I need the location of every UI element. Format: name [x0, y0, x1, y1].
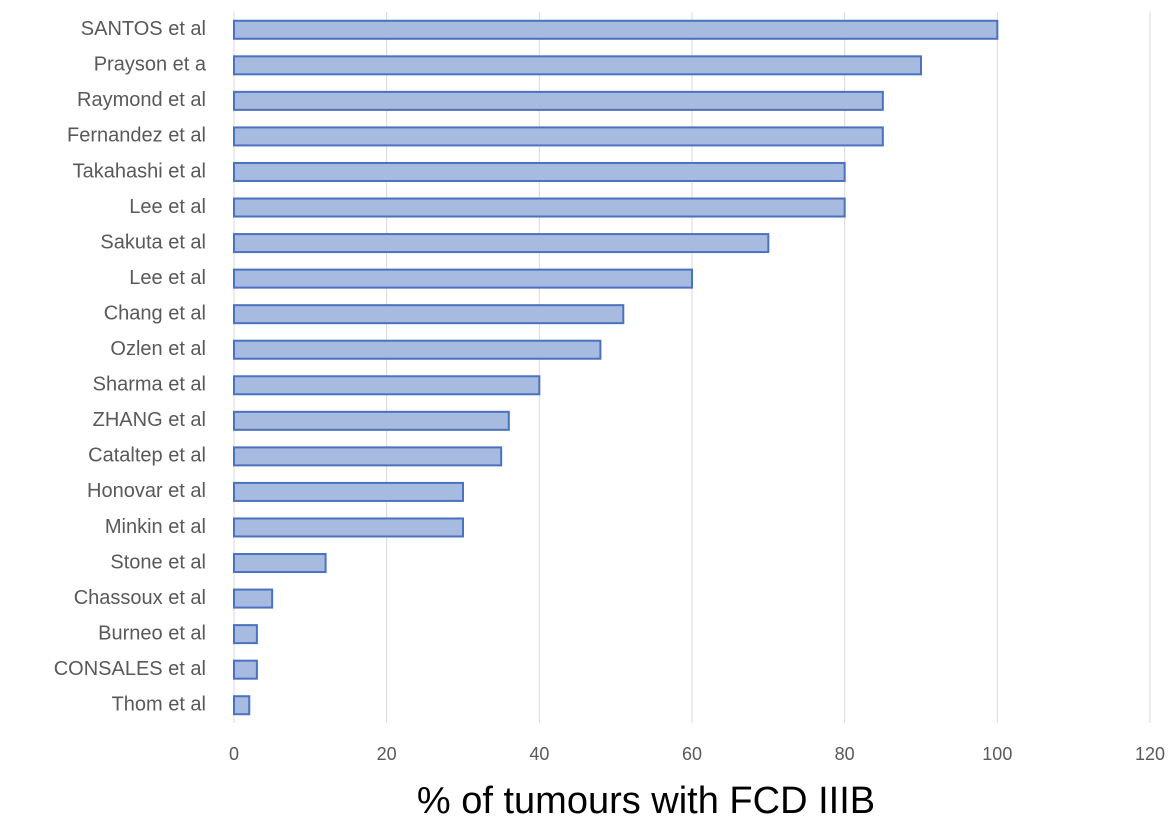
y-tick-label: Ozlen et al — [110, 338, 206, 360]
bar — [233, 695, 251, 716]
y-tick-label: CONSALES et al — [54, 658, 206, 680]
bar — [233, 233, 770, 254]
y-tick-label: Minkin et al — [105, 516, 206, 538]
bar — [233, 126, 884, 147]
y-tick-label: Chassoux et al — [74, 587, 206, 609]
bar — [233, 410, 510, 431]
y-tick-label: Fernandez et al — [67, 125, 206, 147]
bar — [233, 446, 503, 467]
y-tick-label: Sharma et al — [93, 374, 206, 396]
x-axis-title: % of tumours with FCD IIIB — [417, 780, 875, 822]
y-tick-label: Sakuta et al — [100, 231, 206, 253]
y-tick-label: Prayson et a — [94, 54, 207, 76]
y-tick-label: Lee et al — [129, 267, 206, 289]
y-tick-label: ZHANG et al — [93, 409, 206, 431]
y-tick-label: SANTOS et al — [81, 18, 206, 40]
x-tick-label: 80 — [835, 744, 855, 764]
x-tick-label: 120 — [1135, 744, 1165, 764]
bar — [233, 197, 846, 218]
x-tick-label: 40 — [529, 744, 549, 764]
bar — [233, 624, 258, 645]
y-tick-label: Honovar et al — [87, 480, 206, 502]
bar — [233, 90, 884, 111]
x-tick-label: 100 — [982, 744, 1012, 764]
bar — [233, 339, 602, 360]
bar — [233, 375, 541, 396]
y-tick-label: Stone et al — [110, 551, 206, 573]
bar — [233, 304, 625, 325]
bar — [233, 481, 464, 502]
x-tick-label: 60 — [682, 744, 702, 764]
bar — [233, 161, 846, 182]
bar — [233, 517, 464, 538]
bar — [233, 19, 999, 40]
bar — [233, 659, 258, 680]
y-tick-label: Raymond et al — [77, 89, 206, 111]
x-tick-label: 20 — [377, 744, 397, 764]
y-tick-label: Thom et al — [112, 694, 206, 716]
x-tick-label: 0 — [229, 744, 239, 764]
y-tick-label: Lee et al — [129, 196, 206, 218]
bar — [233, 268, 693, 289]
y-tick-label: Chang et al — [104, 302, 206, 324]
y-tick-label: Cataltep et al — [88, 445, 206, 467]
bar — [233, 55, 922, 76]
y-tick-label: Burneo et al — [98, 622, 206, 644]
y-tick-label: Takahashi et al — [73, 160, 206, 182]
bar — [233, 588, 274, 609]
bar — [233, 553, 327, 574]
